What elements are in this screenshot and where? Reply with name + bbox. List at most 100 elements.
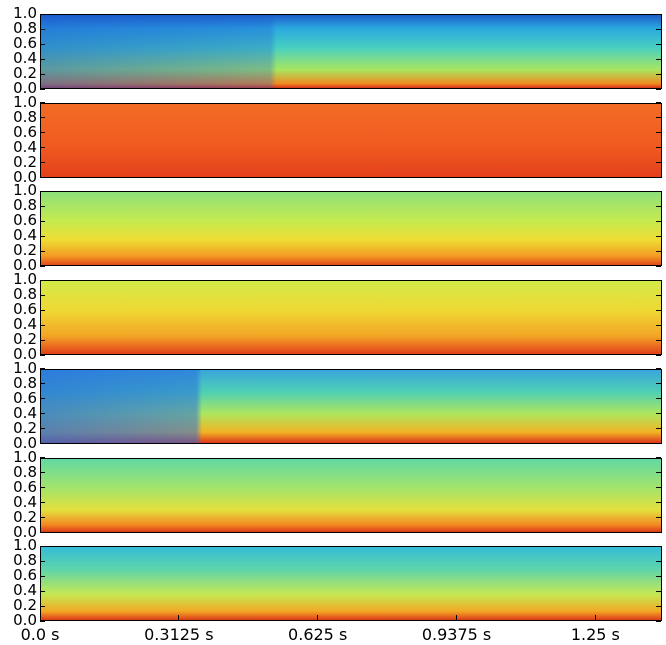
spectrogram-panel — [40, 457, 662, 533]
y-tick — [656, 339, 661, 341]
y-tick — [40, 294, 45, 296]
y-tick — [40, 117, 45, 119]
x-tick — [456, 615, 458, 621]
y-tick — [40, 368, 45, 370]
y-tick — [40, 132, 45, 134]
y-tick — [40, 545, 45, 547]
y-tick — [40, 102, 45, 104]
y-tick-label: 0.6 — [13, 122, 37, 141]
y-tick — [656, 28, 661, 30]
y-tick — [656, 265, 661, 267]
y-tick — [40, 398, 45, 400]
y-tick — [40, 339, 45, 341]
x-tick-label: 0.9375 s — [421, 625, 492, 645]
y-tick-label: 0.4 — [13, 137, 37, 156]
y-tick-label: 0.2 — [13, 64, 37, 82]
y-tick — [656, 220, 661, 222]
y-tick — [40, 354, 45, 356]
x-tick — [39, 615, 41, 621]
y-tick — [656, 413, 661, 415]
y-tick-label: 0.6 — [13, 211, 37, 230]
y-tick — [40, 43, 45, 45]
y-tick-label: 1.0 — [13, 181, 37, 200]
y-tick — [40, 265, 45, 267]
y-tick — [656, 43, 661, 45]
y-tick — [40, 620, 45, 622]
spectrogram-panel — [40, 280, 662, 356]
x-tick-label: 0.625 s — [288, 625, 348, 645]
y-tick — [40, 383, 45, 385]
y-tick — [656, 620, 661, 622]
y-tick-label: 0.6 — [13, 34, 37, 52]
y-tick — [656, 73, 661, 75]
y-tick — [40, 177, 45, 179]
y-tick — [40, 605, 45, 607]
y-tick — [656, 457, 661, 458]
spectrogram-panel — [40, 14, 662, 89]
y-tick-label: 0.0 — [13, 256, 37, 275]
y-tick — [40, 73, 45, 75]
y-tick — [656, 443, 661, 445]
y-tick — [40, 413, 45, 415]
y-tick-label: 0.4 — [13, 49, 37, 67]
y-tick-label: 0.0 — [13, 433, 37, 452]
y-tick-label: 0.6 — [13, 477, 37, 496]
y-tick-label: 0.8 — [13, 19, 37, 37]
y-tick — [656, 590, 661, 592]
y-tick-label: 0.2 — [13, 596, 37, 615]
y-tick-label: 0.6 — [13, 566, 37, 585]
y-tick-label: 0.8 — [13, 196, 37, 215]
y-tick — [656, 354, 661, 356]
spectrogram-panel — [40, 191, 662, 267]
x-tick — [317, 615, 319, 621]
y-tick — [656, 250, 661, 252]
y-tick — [656, 205, 661, 207]
y-tick — [656, 605, 661, 607]
x-tick-label: 0.0 s — [20, 625, 60, 645]
y-tick-label: 0.0 — [13, 167, 37, 186]
y-tick-label: 0.4 — [13, 315, 37, 334]
y-tick — [40, 532, 45, 533]
y-tick — [40, 88, 45, 90]
y-tick — [656, 398, 661, 400]
y-tick-label: 0.0 — [13, 522, 37, 541]
spectrogram-panel — [40, 546, 662, 622]
y-tick — [656, 487, 661, 488]
y-tick — [656, 177, 661, 179]
y-tick-label: 0.8 — [13, 373, 37, 392]
y-tick — [656, 132, 661, 134]
y-tick — [40, 487, 45, 488]
y-tick-label: 0.6 — [13, 388, 37, 407]
y-tick — [40, 309, 45, 311]
y-tick-label: 1.0 — [13, 358, 37, 377]
y-tick — [656, 88, 661, 90]
y-tick-label: 0.2 — [13, 507, 37, 526]
y-tick-label: 1.0 — [13, 4, 37, 22]
y-tick — [656, 190, 661, 192]
y-tick — [40, 324, 45, 326]
y-tick — [656, 532, 661, 533]
x-tick-label: 1.25 s — [570, 625, 620, 645]
y-tick-label: 1.0 — [13, 270, 37, 289]
y-tick — [656, 502, 661, 503]
y-tick — [40, 190, 45, 192]
y-tick — [40, 590, 45, 592]
y-tick — [40, 472, 45, 473]
y-tick — [40, 28, 45, 30]
y-tick — [40, 235, 45, 237]
y-tick-label: 1.0 — [13, 536, 37, 555]
y-tick-label: 0.0 — [13, 345, 37, 364]
y-tick — [40, 220, 45, 222]
y-tick — [656, 472, 661, 473]
y-tick — [656, 117, 661, 119]
y-tick — [656, 147, 661, 149]
y-tick-label: 0.8 — [13, 285, 37, 304]
y-tick-label: 1.0 — [13, 92, 37, 111]
y-tick — [40, 279, 45, 281]
y-tick — [656, 368, 661, 370]
y-tick — [40, 443, 45, 445]
y-tick — [656, 575, 661, 577]
y-tick — [40, 517, 45, 518]
y-tick — [40, 58, 45, 60]
